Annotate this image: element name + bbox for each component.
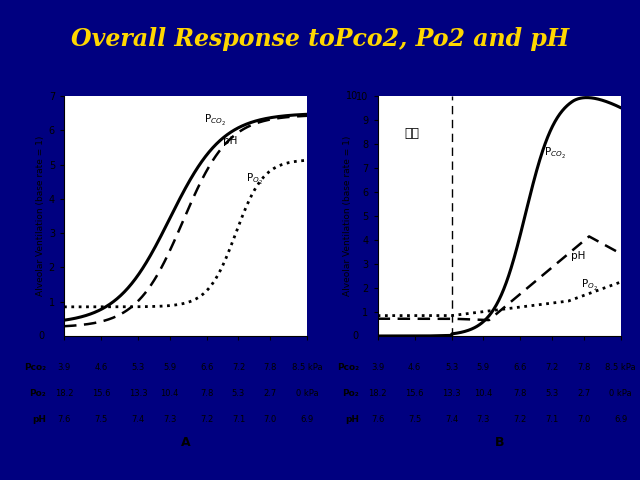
Text: 7.2: 7.2 bbox=[200, 416, 213, 424]
Text: 13.3: 13.3 bbox=[129, 389, 147, 398]
Text: 7.2: 7.2 bbox=[514, 416, 527, 424]
Text: Pco₂: Pco₂ bbox=[337, 363, 360, 372]
Text: pH: pH bbox=[223, 136, 237, 146]
Text: B: B bbox=[495, 436, 504, 449]
Text: 7.4: 7.4 bbox=[445, 416, 458, 424]
Text: P$_{O_2}$: P$_{O_2}$ bbox=[581, 278, 598, 293]
Text: 3.9: 3.9 bbox=[58, 363, 70, 372]
Text: 7.6: 7.6 bbox=[58, 416, 70, 424]
Text: 8.5 kPa: 8.5 kPa bbox=[292, 363, 323, 372]
Text: 7.3: 7.3 bbox=[163, 416, 177, 424]
Text: 7.0: 7.0 bbox=[577, 416, 591, 424]
Text: 10.4: 10.4 bbox=[474, 389, 493, 398]
Text: 7.8: 7.8 bbox=[514, 389, 527, 398]
Text: 5.9: 5.9 bbox=[163, 363, 176, 372]
Text: 5.9: 5.9 bbox=[477, 363, 490, 372]
Text: 0 kPa: 0 kPa bbox=[609, 389, 632, 398]
Text: 3.9: 3.9 bbox=[371, 363, 384, 372]
Text: 7.0: 7.0 bbox=[264, 416, 277, 424]
Text: 8.5 kPa: 8.5 kPa bbox=[605, 363, 636, 372]
Text: 5.3: 5.3 bbox=[445, 363, 458, 372]
Text: 正常: 正常 bbox=[404, 127, 419, 140]
Text: Po₂: Po₂ bbox=[342, 389, 360, 398]
Y-axis label: Alveolar Ventilation (base rate = 1): Alveolar Ventilation (base rate = 1) bbox=[36, 136, 45, 296]
Text: 2.7: 2.7 bbox=[577, 389, 591, 398]
Text: 7.8: 7.8 bbox=[577, 363, 591, 372]
Text: 7.4: 7.4 bbox=[131, 416, 145, 424]
Text: 4.6: 4.6 bbox=[408, 363, 421, 372]
Text: 7.2: 7.2 bbox=[545, 363, 559, 372]
Text: Pco₂: Pco₂ bbox=[24, 363, 46, 372]
Text: 0 kPa: 0 kPa bbox=[296, 389, 319, 398]
Text: 0: 0 bbox=[352, 331, 358, 341]
Text: pH: pH bbox=[571, 251, 585, 261]
Text: 4.6: 4.6 bbox=[94, 363, 108, 372]
Text: 15.6: 15.6 bbox=[405, 389, 424, 398]
Text: 7.2: 7.2 bbox=[232, 363, 245, 372]
Text: 7.3: 7.3 bbox=[477, 416, 490, 424]
Text: pH: pH bbox=[32, 416, 46, 424]
Text: 13.3: 13.3 bbox=[442, 389, 461, 398]
Text: 5.3: 5.3 bbox=[131, 363, 145, 372]
Text: 7.1: 7.1 bbox=[232, 416, 245, 424]
Text: 10: 10 bbox=[346, 91, 358, 101]
Text: 6.9: 6.9 bbox=[614, 416, 627, 424]
Text: pH: pH bbox=[346, 416, 360, 424]
Text: 6.6: 6.6 bbox=[514, 363, 527, 372]
Text: 18.2: 18.2 bbox=[369, 389, 387, 398]
Text: 6.9: 6.9 bbox=[301, 416, 314, 424]
Text: 7.6: 7.6 bbox=[371, 416, 384, 424]
Text: 7.8: 7.8 bbox=[264, 363, 277, 372]
Text: 7.8: 7.8 bbox=[200, 389, 213, 398]
Text: 5.3: 5.3 bbox=[545, 389, 559, 398]
Text: 10.4: 10.4 bbox=[161, 389, 179, 398]
Text: 6.6: 6.6 bbox=[200, 363, 213, 372]
Text: 18.2: 18.2 bbox=[55, 389, 73, 398]
Text: P$_{CO_2}$: P$_{CO_2}$ bbox=[544, 146, 566, 161]
Text: P$_{O_2}$: P$_{O_2}$ bbox=[246, 172, 263, 187]
Text: P$_{CO_2}$: P$_{CO_2}$ bbox=[204, 113, 226, 129]
Text: 7.5: 7.5 bbox=[408, 416, 421, 424]
Text: A: A bbox=[180, 436, 191, 449]
Text: 0: 0 bbox=[38, 331, 45, 341]
Text: 15.6: 15.6 bbox=[92, 389, 110, 398]
Text: Overall Response toPco2, Po2 and pH: Overall Response toPco2, Po2 and pH bbox=[71, 27, 569, 51]
Text: 2.7: 2.7 bbox=[264, 389, 277, 398]
Text: Po₂: Po₂ bbox=[29, 389, 46, 398]
Text: 5.3: 5.3 bbox=[232, 389, 245, 398]
Text: 7.1: 7.1 bbox=[545, 416, 559, 424]
Y-axis label: Alveolar Ventilation (base rate = 1): Alveolar Ventilation (base rate = 1) bbox=[343, 136, 352, 296]
Text: 7.5: 7.5 bbox=[94, 416, 108, 424]
